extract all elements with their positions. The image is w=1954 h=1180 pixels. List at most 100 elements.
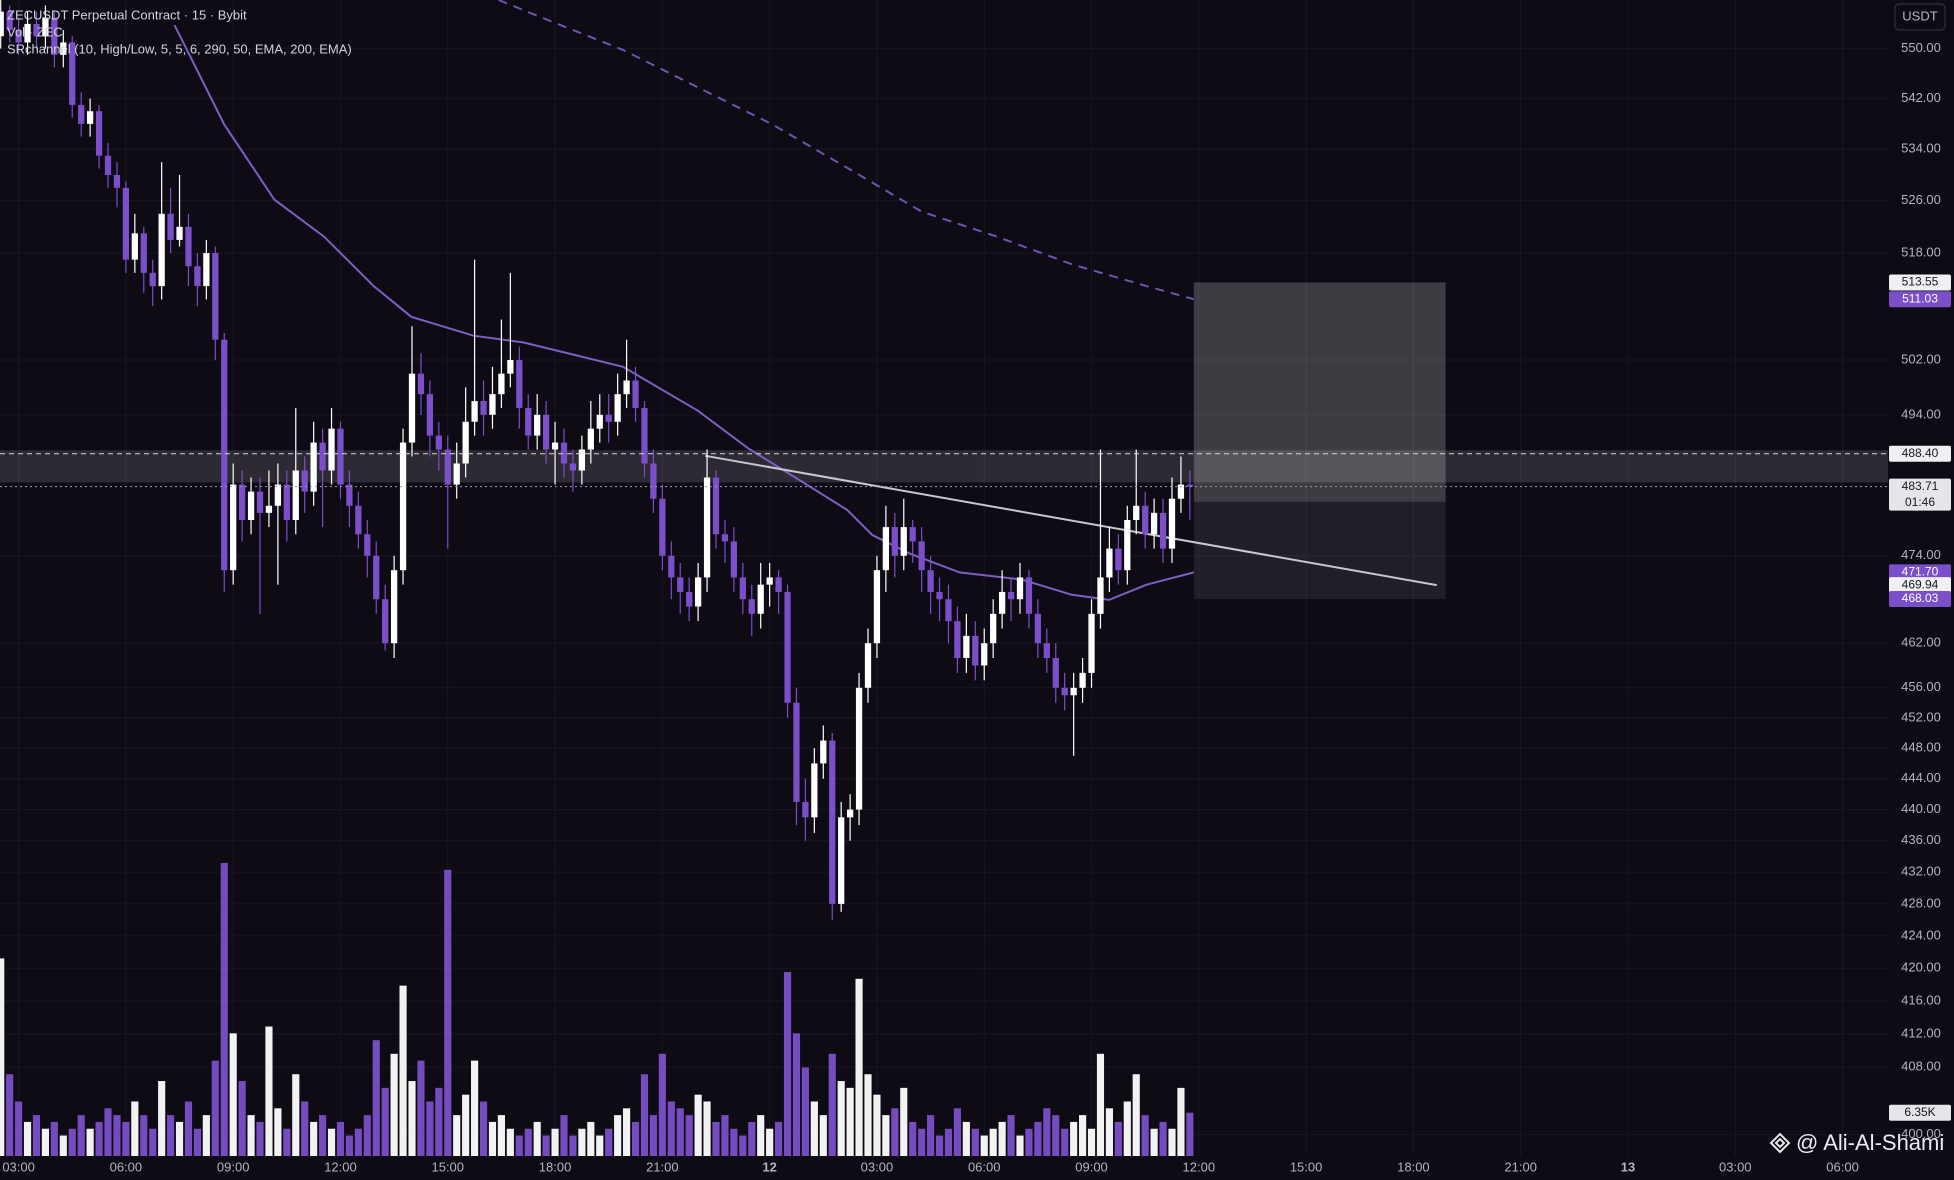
candle-body bbox=[408, 373, 416, 443]
volume-bar bbox=[363, 1115, 371, 1156]
candle-body bbox=[846, 809, 854, 818]
volume-bar bbox=[497, 1115, 505, 1156]
y-tick-label: 502.00 bbox=[1901, 351, 1941, 366]
candle-body bbox=[167, 213, 174, 240]
candle-body bbox=[1025, 577, 1033, 614]
volume-bar bbox=[980, 1135, 988, 1156]
volume-bar bbox=[301, 1101, 309, 1156]
indicator-line bbox=[498, 0, 1195, 301]
candle-body bbox=[569, 463, 577, 471]
x-tick-label: 06:00 bbox=[1826, 1159, 1859, 1174]
volume-bar bbox=[149, 1128, 157, 1156]
volume-bar bbox=[587, 1121, 595, 1156]
y-tick-label: 444.00 bbox=[1901, 770, 1941, 785]
volume-bar bbox=[417, 1060, 425, 1156]
candle-body bbox=[238, 484, 246, 520]
x-tick-label: 12:00 bbox=[324, 1159, 357, 1174]
y-tick-label: 420.00 bbox=[1901, 960, 1941, 975]
volume-bar bbox=[193, 1128, 201, 1156]
volume-bar bbox=[730, 1128, 738, 1156]
volume-bar bbox=[479, 1101, 488, 1156]
volume-bar bbox=[211, 1060, 219, 1156]
candle-body bbox=[703, 477, 711, 578]
volume-bar bbox=[336, 1121, 345, 1156]
volume-bar bbox=[59, 1135, 67, 1156]
candle-body bbox=[426, 394, 434, 436]
volume-bar bbox=[292, 1074, 300, 1156]
candle-body bbox=[328, 428, 335, 471]
candle-body bbox=[587, 428, 594, 450]
candle-body bbox=[990, 613, 997, 644]
candle-body bbox=[945, 599, 952, 622]
volume-bar bbox=[828, 1053, 836, 1156]
currency-button-frame[interactable] bbox=[1894, 3, 1946, 31]
candle-body bbox=[534, 414, 541, 436]
volume-bar bbox=[408, 1081, 416, 1156]
candle-body bbox=[918, 541, 925, 571]
volume-bar bbox=[506, 1128, 514, 1156]
volume-bar bbox=[50, 1121, 58, 1156]
currency-button[interactable]: USDT bbox=[1894, 3, 1946, 31]
volume-bar bbox=[1123, 1101, 1131, 1156]
candle-body bbox=[748, 599, 755, 614]
price-label: 468.03 bbox=[1902, 591, 1939, 605]
countdown: 01:46 bbox=[1905, 495, 1935, 509]
candle-body bbox=[1115, 548, 1122, 571]
target-box bbox=[1193, 282, 1446, 502]
currency-label[interactable]: USDT bbox=[1902, 8, 1937, 23]
candle-body bbox=[221, 339, 228, 571]
volume-bar bbox=[748, 1121, 756, 1156]
volume-bar bbox=[757, 1115, 765, 1156]
volume-bar bbox=[1034, 1121, 1042, 1156]
indicator-line bbox=[705, 454, 1437, 587]
volume-bar bbox=[1043, 1108, 1051, 1156]
candle-body bbox=[605, 414, 612, 422]
y-tick-label: 550.00 bbox=[1901, 40, 1941, 55]
candle-body bbox=[551, 442, 559, 450]
candle-body bbox=[69, 42, 76, 105]
volume-bar bbox=[873, 1094, 881, 1156]
candle-body bbox=[1133, 505, 1140, 520]
candle-body bbox=[113, 174, 121, 188]
candle-body bbox=[176, 226, 183, 240]
candle-body bbox=[775, 577, 782, 592]
candle-body bbox=[399, 442, 407, 571]
y-tick-label: 494.00 bbox=[1901, 406, 1941, 421]
candle-body bbox=[131, 233, 138, 260]
candle-body bbox=[516, 360, 523, 408]
candle-body bbox=[390, 570, 398, 644]
candle-body bbox=[498, 373, 505, 395]
volume-bar bbox=[462, 1094, 470, 1156]
volume-bar bbox=[560, 1115, 568, 1156]
x-tick-label: 15:00 bbox=[1290, 1159, 1323, 1174]
volume-bar bbox=[533, 1121, 541, 1156]
candle-body bbox=[981, 643, 988, 666]
candle-body bbox=[140, 233, 147, 273]
candle-body bbox=[873, 570, 881, 644]
candle-body bbox=[650, 463, 657, 499]
volume-bar bbox=[372, 1040, 380, 1156]
volume-bar bbox=[721, 1115, 729, 1156]
y-tick-label: 408.00 bbox=[1901, 1059, 1941, 1074]
volume-bar bbox=[801, 1067, 809, 1156]
volume-bar bbox=[569, 1135, 577, 1156]
volume-bar bbox=[488, 1121, 497, 1156]
candle-body bbox=[1043, 643, 1050, 659]
candle-body bbox=[382, 599, 389, 644]
candle-body bbox=[78, 104, 85, 124]
candle-body bbox=[292, 470, 299, 520]
volume-bar bbox=[1061, 1128, 1069, 1156]
volume-bar bbox=[238, 1081, 246, 1156]
indicator-lines bbox=[173, 0, 1437, 601]
volume-bar bbox=[167, 1115, 175, 1156]
time-axis-bg bbox=[0, 1156, 1954, 1180]
volume-pane bbox=[0, 863, 1194, 1156]
volume-bar bbox=[944, 1128, 953, 1156]
volume-bar bbox=[810, 1101, 818, 1156]
price-label: 469.94 bbox=[1902, 577, 1939, 591]
candle-body bbox=[936, 591, 943, 600]
candle-body bbox=[212, 253, 219, 340]
volume-bar bbox=[927, 1115, 935, 1156]
candle-body bbox=[435, 435, 442, 450]
